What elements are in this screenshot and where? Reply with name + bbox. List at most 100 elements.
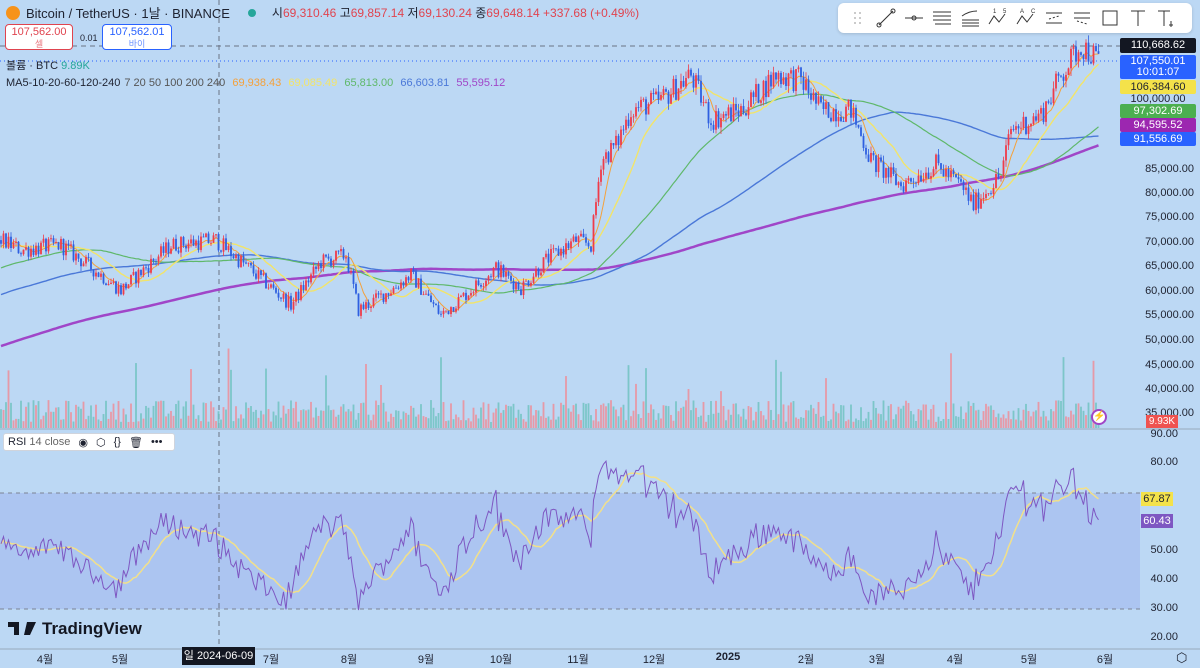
volume-bar <box>87 415 90 428</box>
buy-button[interactable]: 107,562.01 바이 <box>102 24 172 50</box>
volume-bar <box>887 405 890 428</box>
volume-bar <box>845 421 847 428</box>
settings-icon[interactable]: ⬡ <box>96 436 106 449</box>
candle <box>697 75 700 81</box>
symbol-title[interactable]: Bitcoin / TetherUS · 1날 · BINANCE <box>26 6 230 21</box>
candle <box>485 280 487 287</box>
candle <box>312 266 315 275</box>
candle <box>305 280 307 291</box>
candle <box>197 240 200 251</box>
volume-bar <box>392 416 395 428</box>
candle <box>127 284 130 289</box>
last-price: 107,550.01 <box>1130 55 1186 67</box>
candle <box>170 248 172 254</box>
delete-icon[interactable]: 🗑 <box>128 436 143 449</box>
ma100-label: 91,556.69 <box>1120 132 1196 146</box>
rsi-legend[interactable]: RSI 14 close ◉ ⬡ {} 🗑 ••• <box>3 433 175 451</box>
candle <box>1057 73 1060 76</box>
candle <box>877 157 880 173</box>
candle <box>940 163 942 170</box>
volume-bar <box>992 409 995 428</box>
lightning-icon[interactable]: ⚡ <box>1091 409 1107 425</box>
volume-bar <box>1067 417 1070 428</box>
candle <box>275 287 277 293</box>
parallel-channel-icon[interactable] <box>928 6 956 30</box>
anchored-text-icon[interactable] <box>1152 6 1180 30</box>
candle <box>822 102 825 110</box>
candle <box>735 104 737 111</box>
volume-bar <box>597 421 600 428</box>
volume-bar <box>880 414 882 428</box>
svg-text:1: 1 <box>993 9 997 15</box>
candle <box>912 181 915 183</box>
ma-value-5: 55,595.12 <box>456 77 506 89</box>
volume-bar <box>82 401 85 428</box>
volume-bar <box>520 413 522 428</box>
candle <box>837 117 840 122</box>
volume-bar <box>467 418 470 428</box>
volume-bar <box>420 404 422 428</box>
volume-bar <box>105 400 107 428</box>
volume-bar <box>320 410 322 428</box>
rectangle-icon[interactable] <box>1096 6 1124 30</box>
open-label: 시 <box>271 6 283 20</box>
candle <box>72 244 75 261</box>
price-tick: 45,000.00 <box>1145 359 1194 371</box>
volume-bar <box>1030 416 1032 428</box>
source-code-icon[interactable]: {} <box>113 436 121 448</box>
volume-bar <box>657 413 660 428</box>
drag-handle-icon[interactable] <box>844 6 872 30</box>
volume-bar <box>97 419 100 428</box>
volume-bar <box>632 410 635 428</box>
volume-bar <box>680 407 682 428</box>
candle <box>270 284 272 288</box>
volume-bar <box>85 419 87 428</box>
volume-bar <box>1070 410 1072 428</box>
candle <box>552 248 555 250</box>
ma-legend[interactable]: MA5-10-20-60-120-240 7 20 50 100 200 240 … <box>6 77 509 89</box>
date-range-icon[interactable] <box>1068 6 1096 30</box>
volume-bar <box>705 421 707 428</box>
more-icon[interactable]: ••• <box>150 436 163 448</box>
candle <box>800 67 802 78</box>
axis-settings-icon[interactable]: ⬡ <box>1176 650 1188 665</box>
candle <box>52 238 55 243</box>
price-range-icon[interactable] <box>1040 6 1068 30</box>
text-icon[interactable] <box>1124 6 1152 30</box>
candle <box>340 249 342 252</box>
volume-bar <box>670 414 672 428</box>
candle <box>1077 52 1080 62</box>
candle <box>685 77 687 87</box>
candle <box>457 297 460 309</box>
volume-bar <box>800 417 802 428</box>
candle <box>990 193 992 195</box>
candle <box>907 178 910 181</box>
sell-button[interactable]: 107,562.00 셀 <box>5 24 73 50</box>
trend-line-icon[interactable] <box>872 6 900 30</box>
volume-bar <box>505 404 507 428</box>
change-value: +337.68 (+0.49%) <box>543 6 640 20</box>
volume-bar <box>650 404 652 428</box>
fib-retracement-icon[interactable] <box>956 6 984 30</box>
horizontal-ray-icon[interactable] <box>900 6 928 30</box>
candle <box>1047 101 1050 103</box>
rsi-tick: 80.00 <box>1150 456 1178 468</box>
eye-icon[interactable]: ◉ <box>78 436 88 449</box>
candle <box>737 110 740 117</box>
candle <box>255 273 257 279</box>
candle <box>417 278 420 288</box>
volume-bar <box>577 414 580 428</box>
volume-bar <box>132 421 135 428</box>
candle <box>442 310 445 315</box>
volume-bar <box>875 407 877 428</box>
candle <box>807 79 810 94</box>
candle <box>20 253 22 255</box>
volume-bar <box>792 401 795 428</box>
rsi-band <box>0 493 1140 609</box>
volume-bar <box>727 409 730 428</box>
volume-legend[interactable]: 볼륨 · BTC 9.89K <box>6 57 90 73</box>
tradingview-logo[interactable]: TradingView <box>8 619 142 639</box>
